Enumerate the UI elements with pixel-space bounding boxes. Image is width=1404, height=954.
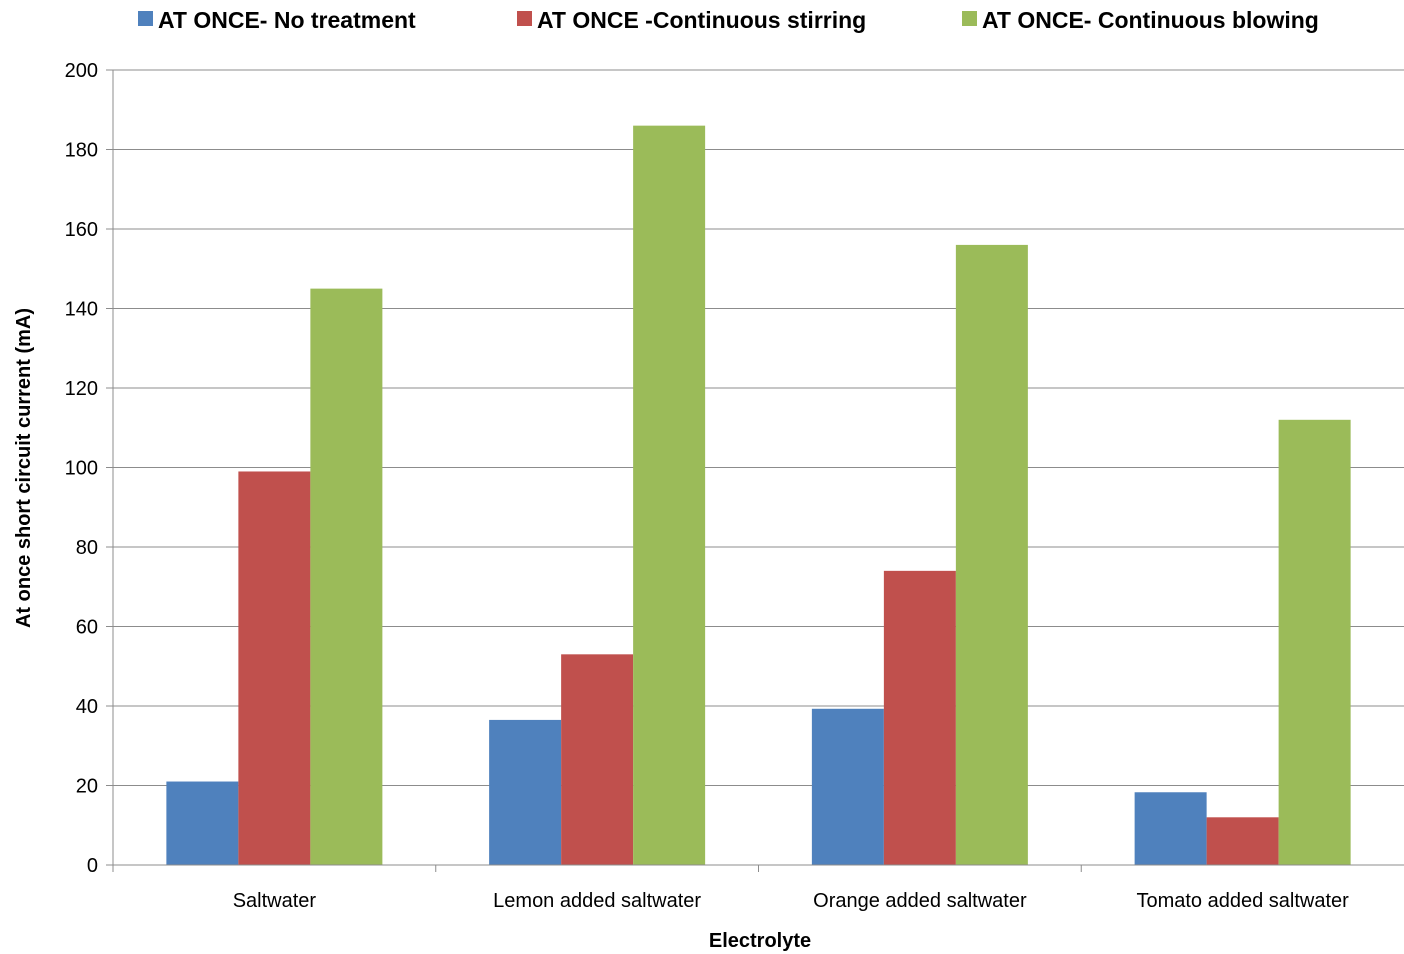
legend-swatch-2 (517, 11, 532, 26)
y-tick-label: 180 (65, 140, 98, 162)
y-tick-label: 60 (76, 617, 98, 639)
axes (112, 70, 1404, 872)
bar-3-3 (955, 244, 1028, 865)
bar-3-2 (633, 125, 706, 865)
bar-3-1 (310, 288, 383, 865)
y-tick-label: 200 (65, 60, 98, 82)
bar-2-4 (1206, 817, 1279, 865)
y-tick-label: 120 (65, 378, 98, 400)
x-tick-label: Orange added saltwater (813, 890, 1027, 912)
y-tick-labels: 0 20 40 60 80 100 120 140 160 180 200 (65, 60, 98, 877)
y-tick-label: 100 (65, 458, 98, 480)
y-tick-label: 80 (76, 537, 98, 559)
bar-1-4 (1134, 792, 1207, 865)
x-axis-title: Electrolyte (709, 930, 811, 952)
bar-1-2 (489, 719, 562, 865)
y-tick-label: 0 (87, 855, 98, 877)
y-tick-label: 140 (65, 299, 98, 321)
bar-3-4 (1278, 419, 1351, 865)
y-axis-title: At once short circuit current (mA) (13, 308, 35, 628)
bars (166, 125, 1351, 865)
legend-label-2: AT ONCE -Continuous stirring (537, 7, 866, 33)
legend-label-1: AT ONCE- No treatment (158, 7, 416, 33)
bar-2-2 (561, 654, 634, 865)
bar-1-3 (811, 708, 884, 865)
x-tick-labels: Saltwater Lemon added saltwater Orange add… (233, 890, 1349, 912)
y-tick-label: 20 (76, 776, 98, 798)
y-tick-label: 40 (76, 696, 98, 718)
legend-label-3: AT ONCE- Continuous blowing (982, 7, 1319, 33)
bar-1-1 (166, 781, 239, 865)
legend-swatch-3 (962, 11, 977, 26)
bar-2-3 (883, 570, 956, 865)
legend-swatch-1 (138, 11, 153, 26)
x-tick-label: Saltwater (233, 890, 317, 912)
legend: AT ONCE- No treatment AT ONCE -Continuous… (138, 7, 1319, 33)
bar-2-1 (238, 471, 311, 865)
x-tick-label: Lemon added saltwater (493, 890, 701, 912)
y-tick-label: 160 (65, 219, 98, 241)
x-tick-label: Tomato added saltwater (1136, 890, 1349, 912)
